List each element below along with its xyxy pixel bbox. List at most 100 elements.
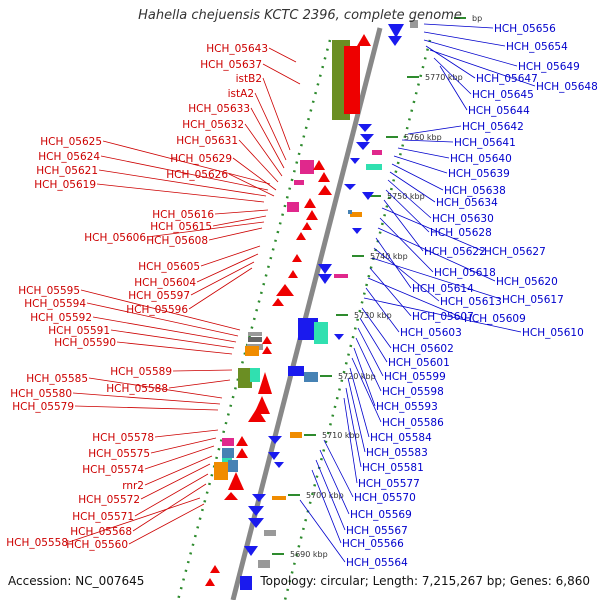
gene-block — [298, 318, 318, 340]
forward-gene-arrow — [302, 222, 312, 230]
forward-gene-arrow — [272, 298, 284, 306]
reverse-gene-label: HCH_05648 — [536, 81, 598, 93]
forward-gene-arrow — [313, 160, 325, 170]
reverse-gene-label: HCH_05567 — [346, 525, 408, 537]
scale-label: 5750 kbp — [387, 192, 425, 201]
reverse-gene-label: HCH_05647 — [476, 73, 538, 85]
forward-leader-line — [102, 140, 271, 185]
reverse-gene-label: HCH_05584 — [370, 432, 432, 444]
reverse-gene-arrow — [358, 124, 372, 132]
forward-gene-label: HCH_05606 — [84, 232, 146, 244]
reverse-leader-line — [429, 49, 536, 87]
forward-gene-label: HCH_05558 — [6, 537, 68, 549]
reverse-leader-line — [381, 207, 484, 252]
reverse-leader-line — [401, 139, 454, 143]
reverse-gene-arrow — [318, 264, 332, 274]
forward-leader-line — [244, 123, 283, 177]
gene-block — [240, 576, 252, 590]
reverse-gene-arrow — [274, 462, 284, 468]
reverse-gene-label: HCH_05570 — [354, 492, 416, 504]
reverse-gene-label: HCH_05603 — [400, 327, 462, 339]
scale-label: 5760 kbp — [404, 133, 442, 142]
forward-gene-label: HCH_05626 — [166, 169, 228, 181]
reverse-leader-line — [423, 39, 518, 67]
forward-leader-line — [250, 107, 285, 169]
forward-gene-label: HCH_05596 — [126, 304, 188, 316]
reverse-gene-arrow — [356, 142, 370, 150]
forward-leader-line — [98, 169, 267, 197]
reverse-leader-line — [353, 347, 376, 407]
reverse-leader-line — [349, 367, 370, 438]
reverse-leader-line — [375, 237, 412, 289]
gene-block — [348, 210, 352, 214]
gene-block — [300, 160, 314, 174]
gene-block — [264, 530, 276, 536]
forward-leader-line — [172, 369, 233, 372]
scale-label: 5710 kbp — [322, 431, 360, 440]
reverse-leader-line — [407, 125, 462, 135]
reverse-gene-arrow — [360, 134, 374, 142]
gene-block — [248, 337, 262, 342]
gene-block — [245, 346, 259, 356]
reverse-gene-label: HCH_05569 — [350, 509, 412, 521]
reverse-gene-label: HCH_05641 — [454, 137, 516, 149]
gene-block — [410, 20, 418, 28]
gene-block — [290, 432, 302, 438]
reverse-gene-arrow — [388, 36, 402, 46]
forward-leader-line — [80, 289, 241, 331]
reverse-leader-line — [433, 57, 472, 95]
reverse-gene-label: HCH_05649 — [518, 61, 580, 73]
genome-title: Hahella chejuensis KCTC 2396, complete g… — [138, 8, 462, 23]
reverse-gene-arrow — [252, 494, 266, 502]
reverse-gene-arrow — [350, 158, 360, 164]
forward-gene-label: HCH_05590 — [54, 337, 116, 349]
forward-gene-arrow — [292, 254, 302, 262]
forward-leader-line — [116, 341, 233, 355]
forward-leader-line — [262, 63, 301, 85]
reverse-gene-label: HCH_05593 — [376, 401, 438, 413]
reverse-gene-arrow — [268, 452, 280, 460]
reverse-leader-line — [377, 227, 496, 282]
forward-leader-line — [100, 155, 269, 191]
reverse-gene-arrow — [352, 228, 362, 234]
forward-gene-arrow — [236, 448, 248, 458]
gene-block — [287, 202, 299, 212]
forward-leader-line — [254, 92, 287, 161]
reverse-gene-label: HCH_05644 — [468, 105, 530, 117]
forward-gene-arrow — [318, 185, 332, 195]
scale-label: bp — [472, 14, 482, 23]
forward-leader-line — [86, 302, 239, 337]
reverse-gene-label: HCH_05583 — [366, 447, 428, 459]
reverse-leader-line — [383, 199, 424, 252]
scale-label: 5720 kbp — [338, 372, 376, 381]
reverse-gene-arrow — [334, 334, 344, 340]
reverse-gene-label: HCH_05618 — [434, 267, 496, 279]
reverse-gene-label: HCH_05656 — [494, 23, 556, 35]
forward-gene-label: HCH_05592 — [30, 312, 92, 324]
forward-leader-line — [262, 77, 291, 151]
forward-gene-label: HCH_05629 — [170, 153, 232, 165]
reverse-leader-line — [315, 459, 346, 531]
forward-gene-label: HCH_05585 — [26, 373, 88, 385]
gene-block — [250, 368, 260, 382]
scale-label: 5700 kbp — [306, 491, 344, 500]
reverse-leader-line — [367, 277, 464, 319]
forward-gene-arrow — [236, 436, 248, 446]
forward-gene-label: HCH_05621 — [36, 165, 98, 177]
forward-gene-label: istB2 — [236, 73, 262, 85]
reverse-leader-line — [423, 23, 494, 29]
reverse-leader-line — [439, 65, 468, 111]
reverse-gene-label: HCH_05601 — [388, 357, 450, 369]
forward-gene-label: HCH_05605 — [138, 261, 200, 273]
forward-gene-label: HCH_05560 — [66, 539, 128, 551]
forward-gene-label: HCH_05631 — [176, 135, 238, 147]
reverse-gene-label: HCH_05634 — [436, 197, 498, 209]
reverse-gene-label: HCH_05620 — [496, 276, 558, 288]
reverse-gene-label: HCH_05598 — [382, 386, 444, 398]
forward-gene-label: HCH_05568 — [70, 526, 132, 538]
gene-block — [248, 332, 262, 336]
forward-gene-label: HCH_05619 — [34, 179, 96, 191]
reverse-gene-label: HCH_05642 — [462, 121, 524, 133]
reverse-gene-label: HCH_05564 — [346, 557, 408, 569]
forward-gene-arrow — [306, 210, 318, 220]
